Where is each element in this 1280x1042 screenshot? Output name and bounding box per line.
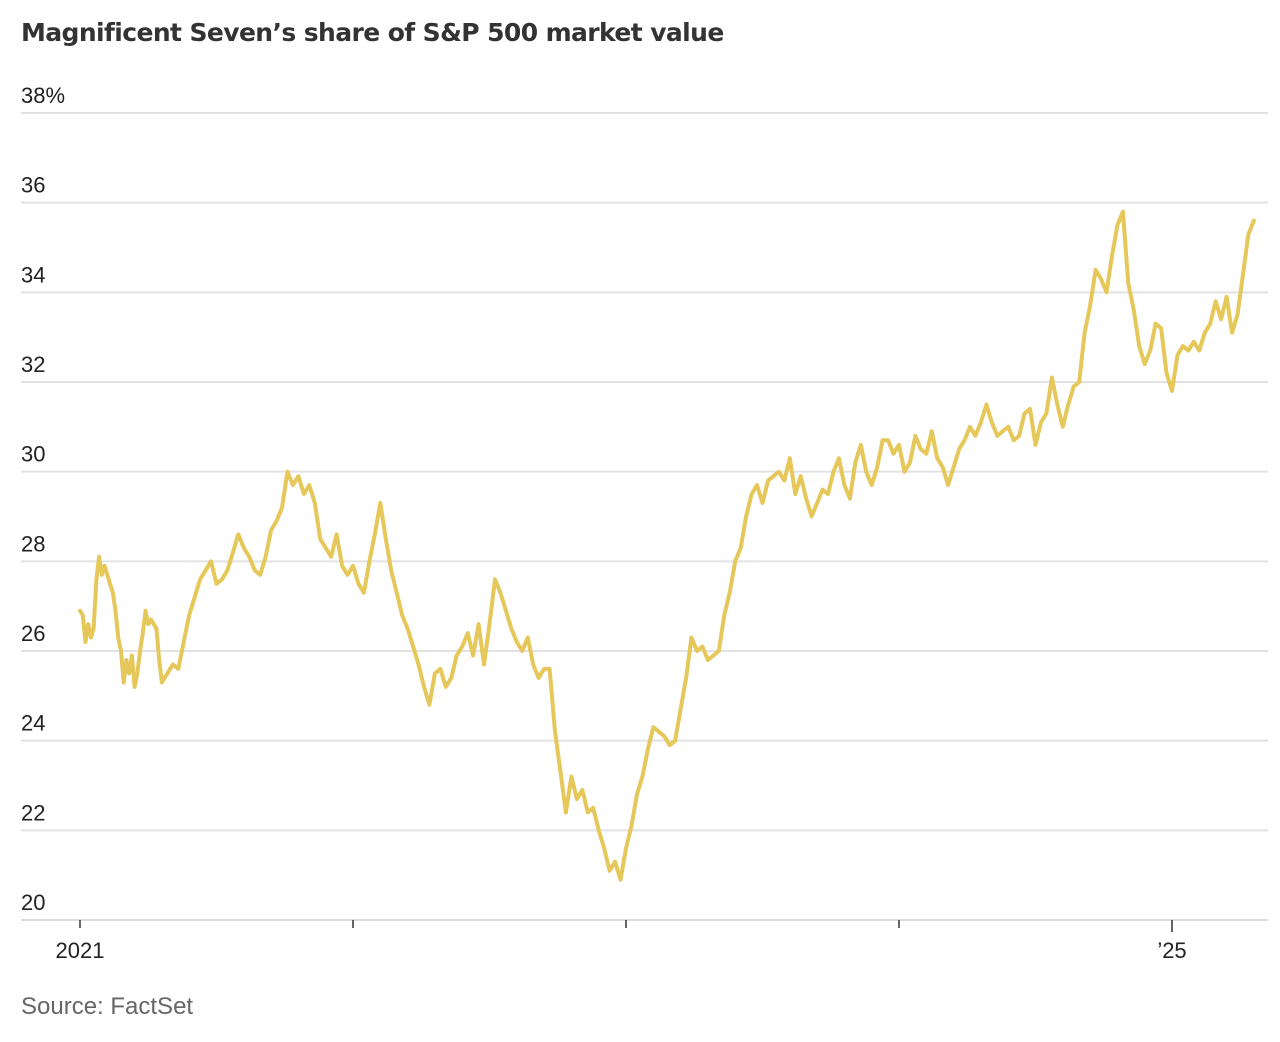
y-tick-label-30: 30 [21, 442, 45, 467]
chart-title: Magnificent Seven’s share of S&P 500 mar… [21, 18, 724, 47]
y-tick-label-32: 32 [21, 352, 45, 377]
x-tick-label-2021: 2021 [56, 938, 105, 963]
series-line-0 [78, 209, 1256, 882]
y-tick-label-20: 20 [21, 890, 45, 915]
y-tick-label-36: 36 [21, 173, 45, 198]
y-tick-label-26: 26 [21, 621, 45, 646]
y-tick-label-34: 34 [21, 262, 45, 287]
x-axis: 2021 ’25 [56, 920, 1187, 963]
gridlines [21, 112, 1268, 921]
y-tick-label-22: 22 [21, 800, 45, 825]
series-layer [78, 209, 1256, 882]
y-tick-label-28: 28 [21, 531, 45, 556]
y-axis-labels: 20 22 24 26 28 30 32 34 36 38% [21, 83, 65, 915]
x-tick-label-2025: ’25 [1157, 938, 1186, 963]
source-note: Source: FactSet [21, 993, 194, 1020]
y-tick-label-24: 24 [21, 711, 45, 736]
y-tick-label-38: 38% [21, 83, 65, 108]
